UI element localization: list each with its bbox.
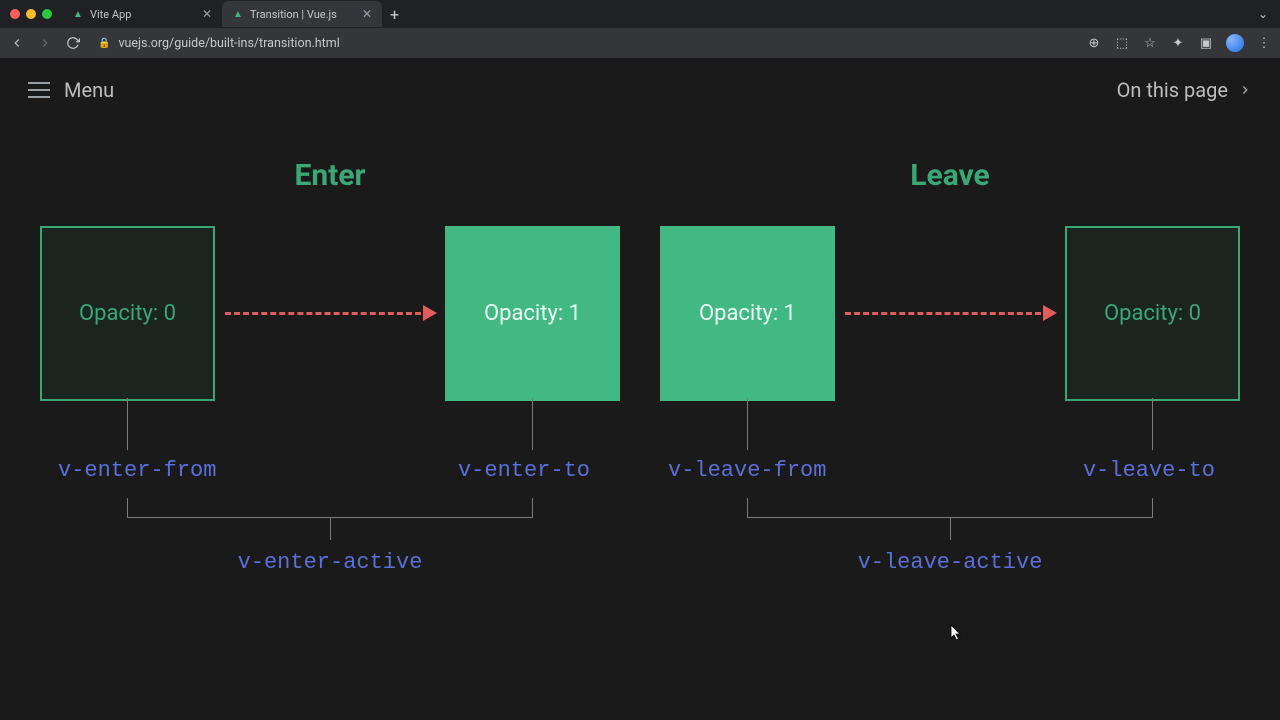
leave-to-class: v-leave-to — [1083, 458, 1215, 483]
leave-to-box: Opacity: 0 — [1065, 226, 1240, 401]
enter-active-class: v-enter-active — [238, 550, 423, 575]
minimize-window-button[interactable] — [26, 9, 36, 19]
leave-title: Leave — [660, 158, 1240, 193]
connector — [532, 398, 533, 450]
hamburger-icon — [28, 82, 50, 98]
profile-avatar[interactable] — [1226, 34, 1244, 52]
leave-from-box: Opacity: 1 — [660, 226, 835, 401]
vue-favicon-icon: ▲ — [232, 8, 244, 20]
leave-to-text: Opacity: 0 — [1104, 301, 1201, 326]
enter-to-class: v-enter-to — [458, 458, 590, 483]
bracket-stem — [330, 518, 331, 540]
kebab-menu-icon[interactable]: ⋮ — [1256, 35, 1272, 51]
chevron-right-icon — [1238, 78, 1252, 102]
close-window-button[interactable] — [10, 9, 20, 19]
close-tab-icon[interactable]: ✕ — [362, 7, 372, 21]
browser-tab-active[interactable]: ▲ Transition | Vue.js ✕ — [222, 1, 382, 27]
menu-button[interactable]: Menu — [28, 78, 114, 102]
tab-title: Vite App — [90, 8, 131, 21]
browser-tab[interactable]: ▲ Vite App ✕ — [62, 1, 222, 27]
menu-label: Menu — [64, 78, 114, 102]
address-bar[interactable]: 🔒 vuejs.org/guide/built-ins/transition.h… — [98, 36, 340, 51]
browser-tabstrip: ▲ Vite App ✕ ▲ Transition | Vue.js ✕ + ⌄ — [0, 0, 1280, 28]
zoom-icon[interactable]: ⊕ — [1086, 35, 1102, 51]
page-content: Menu On this page Enter Opacity: 0 Opaci… — [0, 58, 1280, 720]
bracket — [127, 498, 533, 518]
leave-from-text: Opacity: 1 — [699, 301, 796, 326]
enter-from-box: Opacity: 0 — [40, 226, 215, 401]
install-icon[interactable]: ⬚ — [1114, 35, 1130, 51]
tab-title: Transition | Vue.js — [250, 8, 337, 21]
enter-to-text: Opacity: 1 — [484, 301, 581, 326]
url-text: vuejs.org/guide/built-ins/transition.htm… — [118, 36, 339, 51]
bracket — [747, 498, 1153, 518]
leave-column: Leave Opacity: 1 Opacity: 0 v-leave-from… — [660, 158, 1240, 403]
on-this-page-label: On this page — [1117, 78, 1228, 102]
tabs-dropdown-icon[interactable]: ⌄ — [1258, 7, 1280, 21]
window-controls — [10, 9, 52, 19]
transition-diagram: Enter Opacity: 0 Opacity: 1 v-enter-from… — [0, 158, 1280, 403]
maximize-window-button[interactable] — [42, 9, 52, 19]
close-tab-icon[interactable]: ✕ — [202, 7, 212, 21]
back-button[interactable] — [8, 34, 26, 52]
forward-button[interactable] — [36, 34, 54, 52]
new-tab-button[interactable]: + — [382, 5, 407, 24]
connector — [127, 398, 128, 450]
bracket-stem — [950, 518, 951, 540]
leave-from-class: v-leave-from — [668, 458, 826, 483]
vite-favicon-icon: ▲ — [72, 8, 84, 20]
enter-to-box: Opacity: 1 — [445, 226, 620, 401]
enter-column: Enter Opacity: 0 Opacity: 1 v-enter-from… — [40, 158, 620, 403]
extensions-icon[interactable]: ✦ — [1170, 35, 1186, 51]
reload-button[interactable] — [64, 34, 82, 52]
enter-title: Enter — [40, 158, 620, 193]
on-this-page-button[interactable]: On this page — [1117, 78, 1252, 102]
leave-active-class: v-leave-active — [858, 550, 1043, 575]
page-topbar: Menu On this page — [0, 58, 1280, 122]
connector — [1152, 398, 1153, 450]
star-icon[interactable]: ☆ — [1142, 35, 1158, 51]
enter-from-text: Opacity: 0 — [79, 301, 176, 326]
lock-icon: 🔒 — [98, 38, 110, 49]
enter-from-class: v-enter-from — [58, 458, 216, 483]
browser-toolbar: 🔒 vuejs.org/guide/built-ins/transition.h… — [0, 28, 1280, 58]
connector — [747, 398, 748, 450]
side-panel-icon[interactable]: ▣ — [1198, 35, 1214, 51]
mouse-cursor-icon — [950, 624, 962, 642]
